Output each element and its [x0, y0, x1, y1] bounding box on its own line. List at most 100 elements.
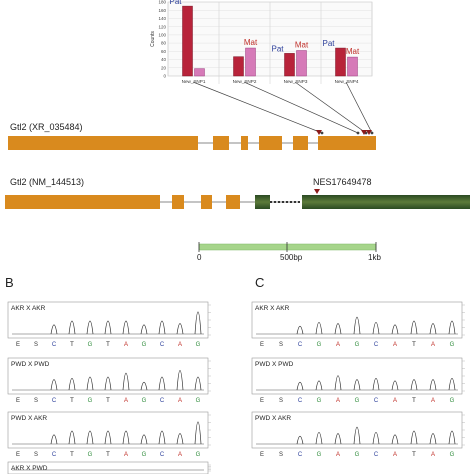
trace-label: PWD X AKR	[11, 415, 47, 422]
base-call: C	[298, 342, 303, 348]
chromatogram-panels: AKR X AKR E S C T G T A G C A G PWD X PWD E S C T G T A G C A G…	[7, 301, 465, 474]
peak	[140, 381, 148, 391]
peak	[50, 434, 58, 445]
peak	[372, 377, 380, 391]
base-call: S	[34, 452, 38, 458]
marker-triangle-nes	[314, 189, 320, 194]
base-call: G	[317, 342, 322, 348]
peak	[410, 379, 418, 391]
peak	[140, 324, 148, 335]
y-tick-label: 60	[161, 49, 167, 54]
base-call: G	[88, 342, 93, 348]
exon-1-1	[8, 136, 198, 150]
peak	[104, 376, 112, 391]
gene-label-2: Gtl2 (NM_144513)	[10, 177, 85, 187]
base-call: G	[317, 398, 322, 404]
base-call: A	[124, 342, 128, 348]
peak	[372, 431, 380, 445]
peak	[315, 431, 323, 445]
peak	[86, 320, 94, 335]
peak	[158, 430, 166, 445]
snp-label-2: New_SNP2	[233, 79, 257, 84]
mat-label-3: Mat	[295, 41, 309, 50]
scale-bar-fill	[198, 243, 377, 251]
exon-2-3	[201, 195, 212, 209]
base-call: A	[178, 398, 182, 404]
base-call: E	[16, 342, 20, 348]
base-call: A	[336, 398, 340, 404]
bar-mat-1	[194, 68, 205, 77]
peak	[122, 430, 130, 445]
peak	[158, 320, 166, 335]
base-call: C	[298, 452, 303, 458]
base-call: T	[412, 342, 416, 348]
peak	[194, 376, 202, 391]
base-call: A	[393, 452, 397, 458]
base-call: G	[88, 398, 93, 404]
scale-bar	[198, 242, 377, 252]
peak	[50, 379, 58, 391]
snp-bar-chart: 180 160 140 120 100 80 60 40 20 0 Counts Pat New_SNP…	[150, 0, 373, 84]
bar-pat-4	[335, 47, 346, 77]
base-call: E	[16, 398, 20, 404]
base-call: A	[431, 342, 435, 348]
snp-arrows	[192, 81, 374, 135]
peak	[68, 430, 76, 445]
peak	[140, 434, 148, 445]
peak	[353, 379, 361, 391]
trace-label: AKR X AKR	[255, 305, 290, 312]
peak	[391, 434, 399, 445]
base-call: A	[431, 398, 435, 404]
snp-label-4: New_SNP4	[335, 79, 359, 84]
bar-mat-4	[347, 56, 358, 77]
base-call: S	[279, 342, 283, 348]
snp-arrow-4	[345, 81, 373, 134]
base-call: C	[160, 398, 165, 404]
base-call: C	[374, 342, 379, 348]
panel-letter-c: C	[255, 275, 265, 290]
peak	[315, 380, 323, 391]
peak	[122, 320, 130, 335]
base-call: G	[355, 342, 360, 348]
peak	[334, 323, 342, 335]
base-call: A	[393, 342, 397, 348]
base-call: S	[279, 398, 283, 404]
snp-label-3: New_SNP3	[284, 79, 308, 84]
base-call: E	[16, 452, 20, 458]
base-call: G	[88, 452, 93, 458]
peak	[194, 311, 202, 335]
peak	[86, 430, 94, 445]
base-call: A	[178, 452, 182, 458]
peak	[176, 433, 184, 445]
peak	[410, 320, 418, 335]
peak	[448, 430, 456, 445]
peak	[68, 320, 76, 335]
peak	[176, 323, 184, 335]
exon-2-2	[172, 195, 184, 209]
y-tick-label: 100	[158, 32, 166, 37]
y-tick-label: 180	[158, 0, 166, 5]
base-call: T	[70, 342, 74, 348]
snp-arrowhead-2	[356, 131, 360, 135]
base-call: A	[124, 398, 128, 404]
scale-tick-1kb: 1kb	[368, 253, 381, 262]
peak	[315, 321, 323, 335]
peak	[50, 324, 58, 335]
peak	[353, 316, 361, 335]
peak	[176, 370, 184, 391]
trace-label: PWD X AKR	[255, 415, 291, 422]
snp-arrow-2	[243, 81, 359, 134]
peak	[334, 433, 342, 445]
trace-box	[251, 411, 463, 449]
base-call: G	[317, 452, 322, 458]
peak	[122, 372, 130, 391]
y-tick-label: 160	[158, 8, 166, 13]
bar-pat-1	[182, 5, 193, 77]
y-axis-label: Counts	[150, 31, 156, 47]
snp-arrowhead-4	[370, 131, 374, 135]
base-call: G	[196, 452, 201, 458]
trace-label: PWD X PWD	[255, 361, 294, 368]
peak	[410, 430, 418, 445]
mat-label-2: Mat	[244, 38, 258, 47]
